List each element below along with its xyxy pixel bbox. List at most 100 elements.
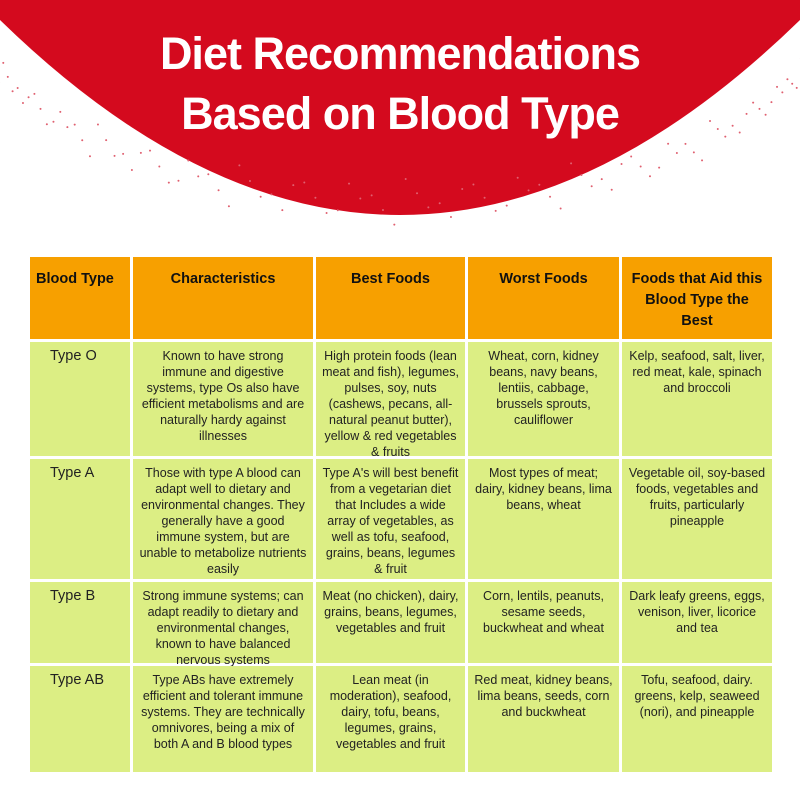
table-cell: Red meat, kidney beans, lima beans, seed… bbox=[468, 666, 619, 772]
dot bbox=[427, 206, 430, 209]
dot bbox=[764, 113, 767, 116]
dot bbox=[314, 196, 317, 199]
dot bbox=[122, 152, 125, 155]
table-cell: Meat (no chicken), dairy, grains, beans,… bbox=[316, 582, 465, 663]
dot bbox=[292, 184, 295, 187]
dot bbox=[227, 205, 230, 208]
dot bbox=[393, 223, 396, 226]
dot bbox=[52, 120, 55, 123]
dot bbox=[281, 209, 284, 212]
header-cell: Blood Type bbox=[30, 257, 130, 339]
dot bbox=[325, 212, 328, 215]
header-cell: Best Foods bbox=[316, 257, 465, 339]
dot bbox=[675, 152, 678, 155]
dot bbox=[2, 61, 5, 64]
dot bbox=[130, 169, 133, 172]
dot bbox=[559, 207, 562, 210]
table-cell: High protein foods (lean meat and fish),… bbox=[316, 342, 465, 459]
dot bbox=[27, 96, 30, 99]
dot bbox=[73, 123, 76, 126]
title: Diet Recommendations Based on Blood Type bbox=[159, 28, 641, 139]
table-cell: Most types of meat; dairy, kidney beans,… bbox=[468, 459, 619, 579]
dot bbox=[45, 123, 48, 126]
dot bbox=[158, 165, 161, 168]
dot bbox=[449, 216, 452, 219]
table-cell: Type O bbox=[30, 342, 130, 456]
table-cell: Type AB bbox=[30, 666, 130, 772]
dot bbox=[494, 209, 497, 212]
dot bbox=[752, 101, 755, 104]
table-cell: Wheat, corn, kidney beans, navy beans, l… bbox=[468, 342, 619, 456]
dot bbox=[217, 189, 220, 192]
table-cell: Type A bbox=[30, 459, 130, 579]
dot bbox=[167, 181, 170, 184]
decor-dots bbox=[0, 58, 800, 226]
header-cell: Foods that Aid this Blood Type the Best bbox=[622, 257, 772, 339]
dot bbox=[348, 182, 351, 185]
dot bbox=[381, 209, 384, 212]
dot bbox=[786, 78, 789, 81]
dot bbox=[658, 166, 661, 169]
dot bbox=[370, 194, 373, 197]
table-cell: Type A's will best benefit from a vegeta… bbox=[316, 459, 465, 579]
table-cell: Type B bbox=[30, 582, 130, 663]
dot bbox=[113, 154, 116, 157]
table-cell: Type ABs have extremely efficient and to… bbox=[133, 666, 313, 772]
dot bbox=[187, 159, 190, 162]
dot bbox=[404, 177, 407, 180]
dot bbox=[527, 189, 530, 192]
table-cell: Lean meat (in moderation), seafood, dair… bbox=[316, 666, 465, 772]
dot bbox=[11, 90, 14, 93]
dot bbox=[639, 165, 642, 168]
table-cell: Kelp, seafood, salt, liver, red meat, ka… bbox=[622, 342, 772, 456]
table-cell: Known to have strong immune and digestiv… bbox=[133, 342, 313, 456]
dot bbox=[416, 192, 419, 195]
dot bbox=[692, 151, 695, 154]
dot bbox=[270, 193, 273, 196]
dot bbox=[359, 197, 362, 200]
dot bbox=[197, 175, 200, 178]
dot bbox=[758, 107, 761, 110]
red-banner bbox=[0, 0, 800, 215]
dot bbox=[139, 151, 142, 154]
dot bbox=[795, 86, 798, 89]
dot bbox=[88, 155, 91, 158]
dot bbox=[105, 139, 108, 142]
dot bbox=[438, 202, 441, 205]
dot bbox=[207, 173, 210, 176]
dot bbox=[738, 131, 741, 134]
dot bbox=[770, 101, 773, 104]
dot bbox=[59, 110, 62, 113]
dot bbox=[709, 119, 712, 122]
dot bbox=[505, 204, 508, 207]
dot bbox=[716, 127, 719, 130]
dot bbox=[745, 112, 748, 115]
dot bbox=[472, 183, 475, 186]
dot bbox=[630, 155, 633, 158]
table-cell: Dark leafy greens, eggs, venison, liver,… bbox=[622, 582, 772, 663]
dot bbox=[336, 209, 339, 212]
dot bbox=[81, 139, 84, 142]
dot bbox=[781, 91, 784, 94]
dot bbox=[724, 135, 727, 138]
dot bbox=[303, 181, 306, 184]
dot bbox=[21, 102, 24, 105]
dot bbox=[731, 124, 734, 127]
dot bbox=[600, 178, 603, 181]
dot bbox=[570, 162, 573, 165]
dot bbox=[791, 82, 794, 85]
dot bbox=[648, 175, 651, 178]
dot bbox=[776, 85, 779, 88]
table-cell: Vegetable oil, soy-based foods, vegetabl… bbox=[622, 459, 772, 579]
dot bbox=[16, 86, 19, 89]
dot bbox=[538, 183, 541, 186]
table-cell: Strong immune systems; can adapt readily… bbox=[133, 582, 313, 667]
dot bbox=[6, 75, 9, 78]
dot bbox=[684, 142, 687, 145]
dot bbox=[610, 188, 613, 191]
dot bbox=[590, 185, 593, 188]
dot bbox=[96, 123, 99, 126]
dot bbox=[549, 195, 552, 198]
